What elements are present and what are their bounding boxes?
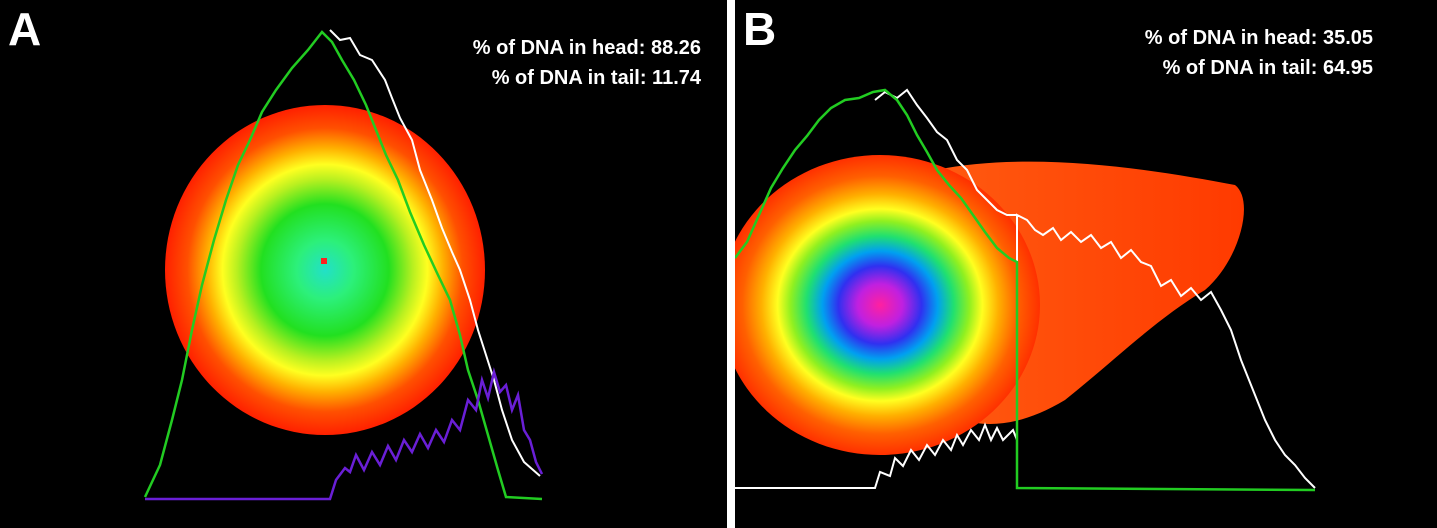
comet-panel-a: A % of DNA in head: 88.26 % of DNA in ta… <box>0 0 727 528</box>
comet-head-a <box>165 105 485 435</box>
panel-letter-b: B <box>743 3 777 55</box>
comet-panel-b: B % of DNA in head: 35.05 % of DNA in ta… <box>735 0 1437 528</box>
tail-dna-percent-b: % of DNA in tail: 64.95 <box>1162 57 1373 79</box>
head-profile-b <box>735 88 1316 492</box>
panel-letter-a: A <box>8 3 42 55</box>
comet-image-a <box>143 29 544 501</box>
comet-head-b <box>735 155 1040 455</box>
total-profile-rise-b <box>874 88 1017 216</box>
total-profile-a <box>329 29 541 477</box>
head-dna-percent-a: % of DNA in head: 88.26 <box>472 37 701 59</box>
center-mark-a <box>321 258 327 264</box>
tail-dna-percent-a: % of DNA in tail: 11.74 <box>491 67 701 89</box>
head-profile-a <box>143 30 543 501</box>
head-dna-percent-b: % of DNA in head: 35.05 <box>1144 27 1373 49</box>
comet-image-b <box>735 88 1316 492</box>
tail-profile-a <box>145 367 544 501</box>
total-profile-b <box>735 213 1316 489</box>
